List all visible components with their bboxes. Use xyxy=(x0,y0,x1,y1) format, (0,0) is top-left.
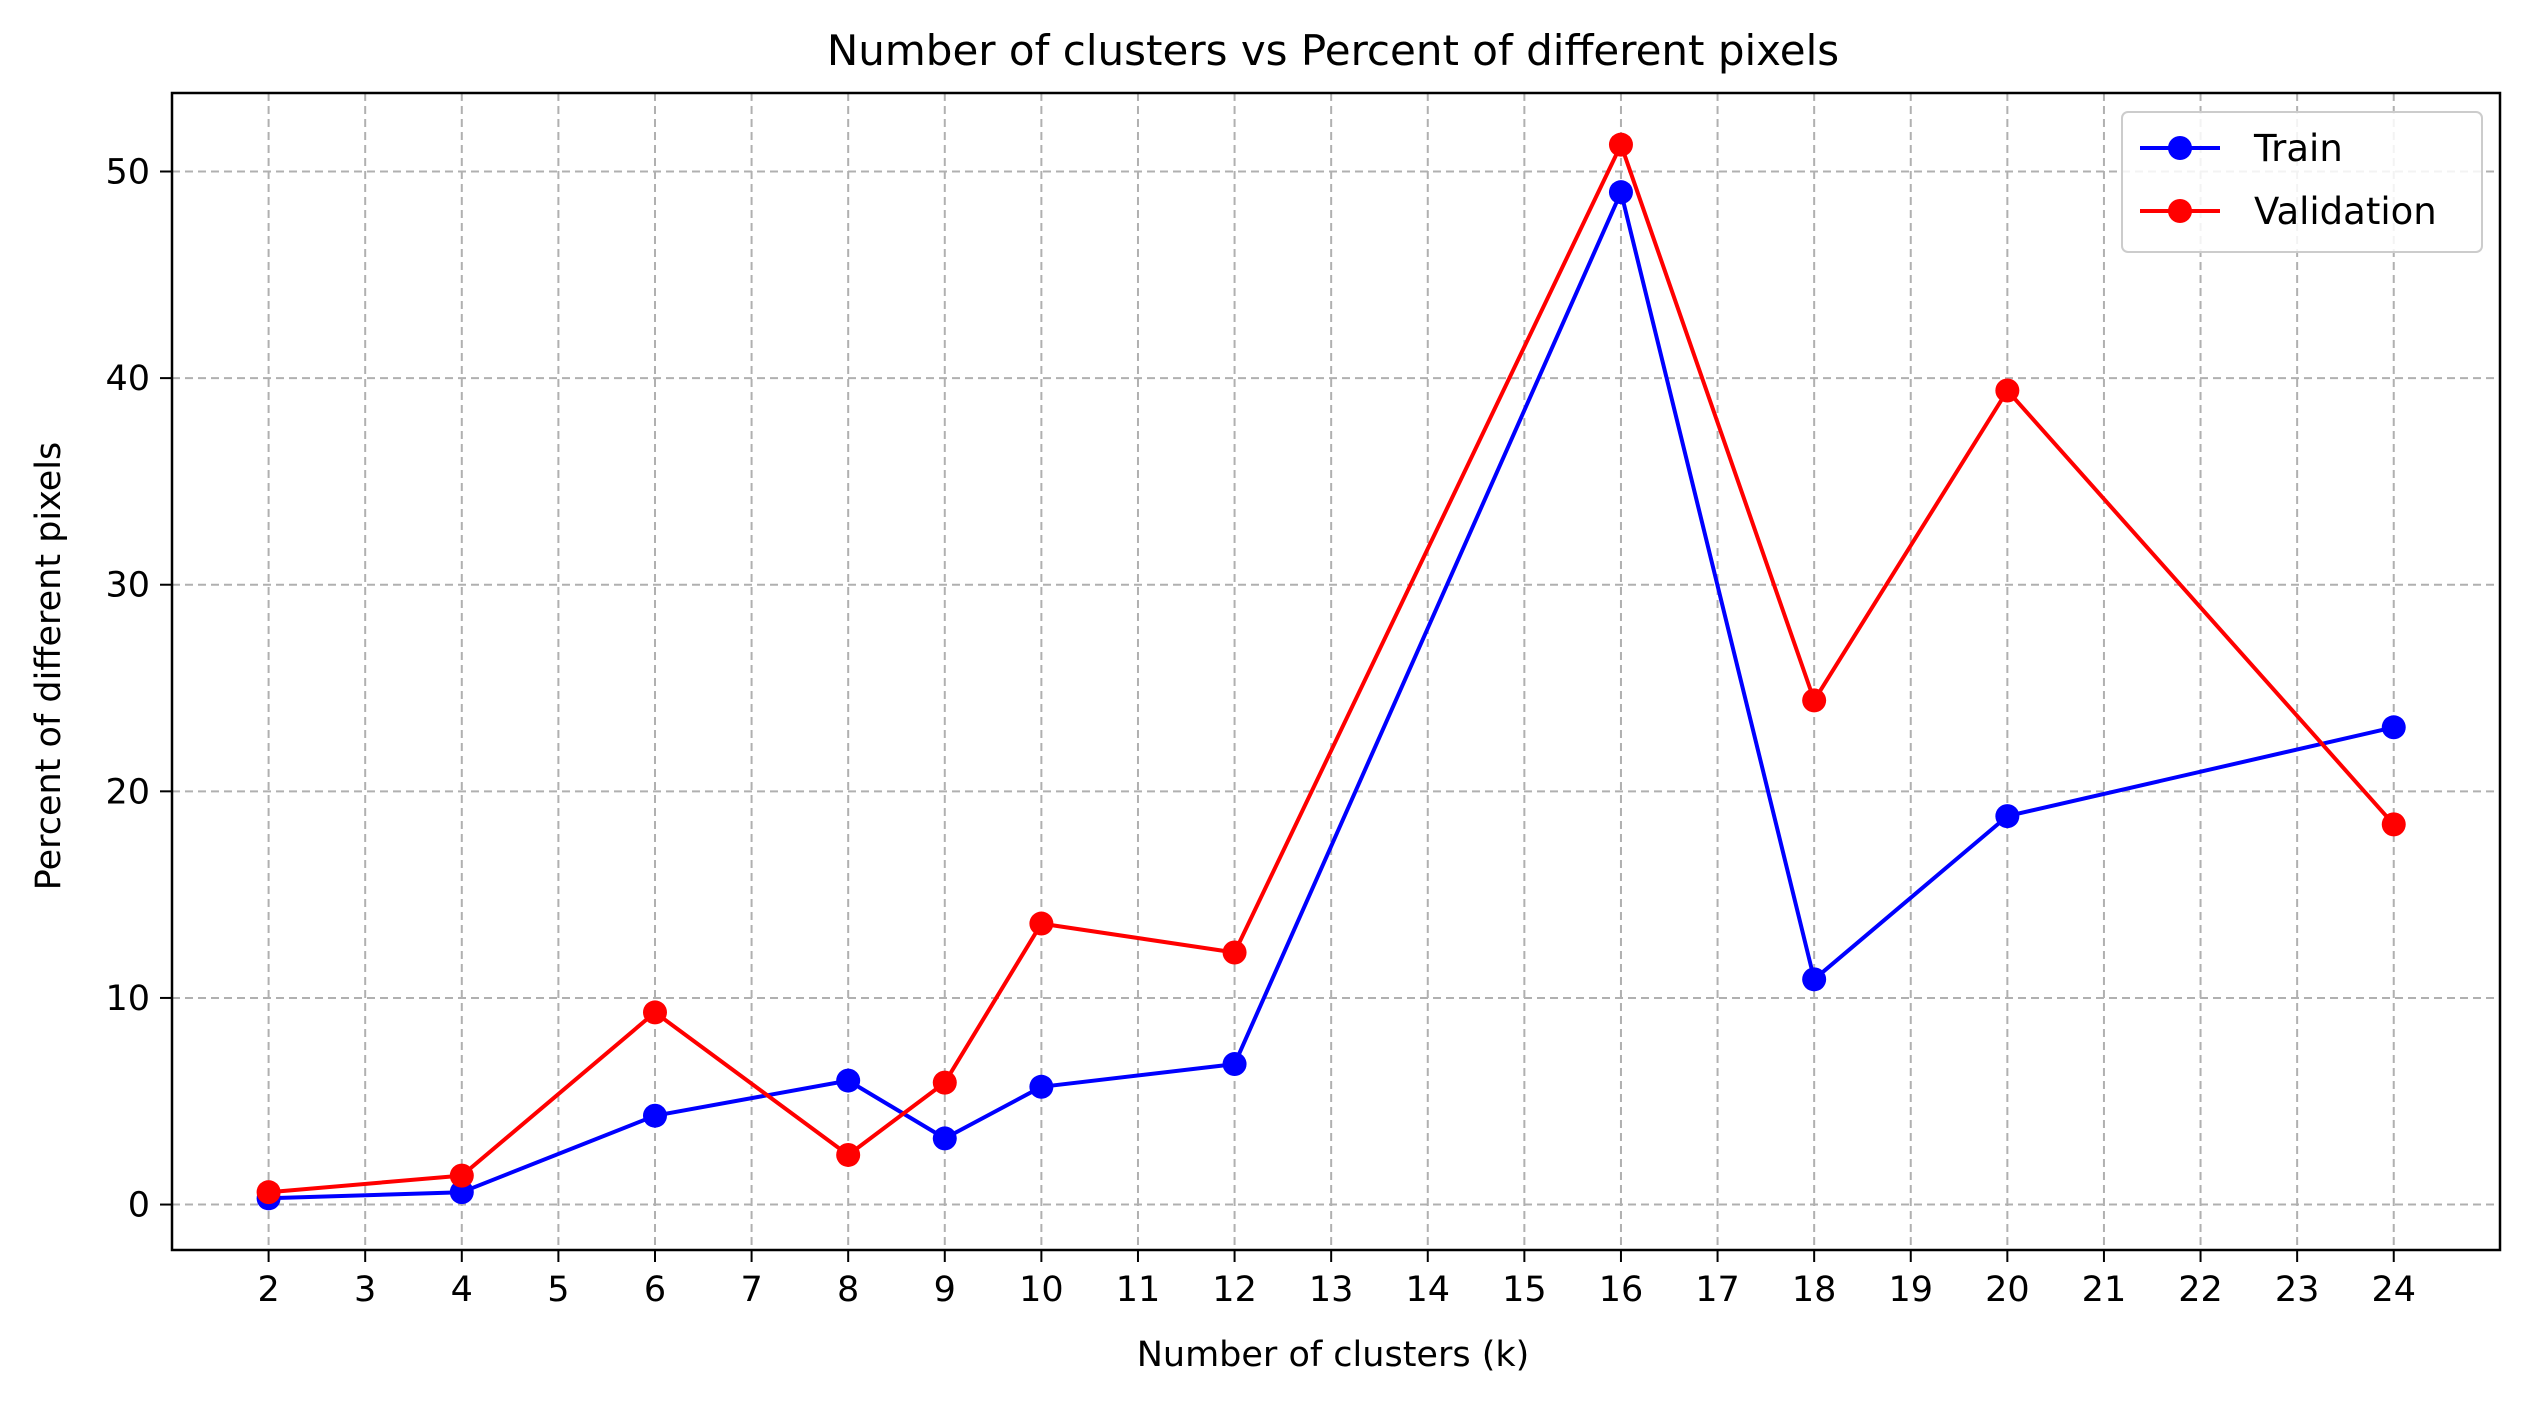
x-tick-label: 10 xyxy=(1019,1270,1064,1310)
x-tick-label: 22 xyxy=(2178,1270,2223,1310)
data-point-train xyxy=(642,1103,667,1128)
data-point-train xyxy=(932,1126,957,1151)
data-point-validation xyxy=(1222,940,1247,965)
x-tick-label: 12 xyxy=(1212,1270,1257,1310)
x-tick-label: 18 xyxy=(1792,1270,1837,1310)
data-point-validation xyxy=(836,1142,861,1167)
data-point-train xyxy=(2381,715,2406,740)
x-tick-label: 7 xyxy=(740,1270,762,1310)
legend-marker xyxy=(2168,136,2192,160)
data-point-train xyxy=(449,1180,474,1205)
data-point-train xyxy=(1222,1052,1247,1077)
x-tick-label: 5 xyxy=(547,1270,569,1310)
x-tick-label: 21 xyxy=(2082,1270,2127,1310)
data-point-validation xyxy=(256,1180,281,1205)
legend-label: Train xyxy=(2253,127,2343,170)
legend: Train Validation xyxy=(2121,111,2483,253)
y-tick-label: 30 xyxy=(105,566,150,606)
x-tick-label: 24 xyxy=(2371,1270,2416,1310)
plot-series xyxy=(256,132,2406,1211)
chart-title: Number of clusters vs Percent of differe… xyxy=(827,26,1839,75)
x-tick-label: 6 xyxy=(644,1270,666,1310)
x-tick-label: 14 xyxy=(1405,1270,1450,1310)
data-point-validation xyxy=(2381,812,2406,837)
y-tick-label: 40 xyxy=(105,359,150,399)
x-tick-label: 19 xyxy=(1888,1270,1933,1310)
x-tick-label: 13 xyxy=(1309,1270,1354,1310)
x-tick-label: 20 xyxy=(1985,1270,2030,1310)
legend-label: Validation xyxy=(2254,190,2437,233)
x-axis-label: Number of clusters (k) xyxy=(1137,1335,1530,1375)
plot-frame xyxy=(170,91,2502,1252)
x-tick-label: 17 xyxy=(1695,1270,1740,1310)
x-tick-label: 16 xyxy=(1599,1270,1644,1310)
x-tick-label: 3 xyxy=(354,1270,376,1310)
data-point-train xyxy=(836,1068,861,1093)
x-tick-label: 9 xyxy=(934,1270,956,1310)
data-point-validation xyxy=(642,1000,667,1025)
data-point-train xyxy=(1995,804,2020,829)
data-point-validation xyxy=(1802,688,1827,713)
legend-marker xyxy=(2168,199,2192,223)
x-tick-label: 8 xyxy=(837,1270,859,1310)
y-tick-label: 20 xyxy=(105,772,150,812)
y-axis-label: Percent of different pixels xyxy=(29,442,69,891)
axis-ticks: 2 3 4 5 6 7 8 9 10 11 12 13 14 15 16 17 18 19 20 21 22 23 2401… xyxy=(105,153,2416,1310)
data-point-validation xyxy=(1029,911,1054,936)
data-point-train xyxy=(1608,180,1633,205)
x-tick-label: 2 xyxy=(257,1270,279,1310)
y-tick-label: 0 xyxy=(128,1186,150,1226)
data-point-train xyxy=(1802,967,1827,992)
x-tick-label: 15 xyxy=(1502,1270,1547,1310)
y-tick-label: 50 xyxy=(105,153,150,193)
data-point-validation xyxy=(1995,378,2020,403)
x-tick-label: 23 xyxy=(2275,1270,2320,1310)
data-point-validation xyxy=(449,1163,474,1188)
y-tick-label: 10 xyxy=(105,979,150,1019)
data-point-train xyxy=(1029,1074,1054,1099)
x-tick-label: 4 xyxy=(451,1270,473,1310)
x-tick-label: 11 xyxy=(1116,1270,1161,1310)
data-point-validation xyxy=(1608,132,1633,157)
data-point-validation xyxy=(932,1070,957,1095)
